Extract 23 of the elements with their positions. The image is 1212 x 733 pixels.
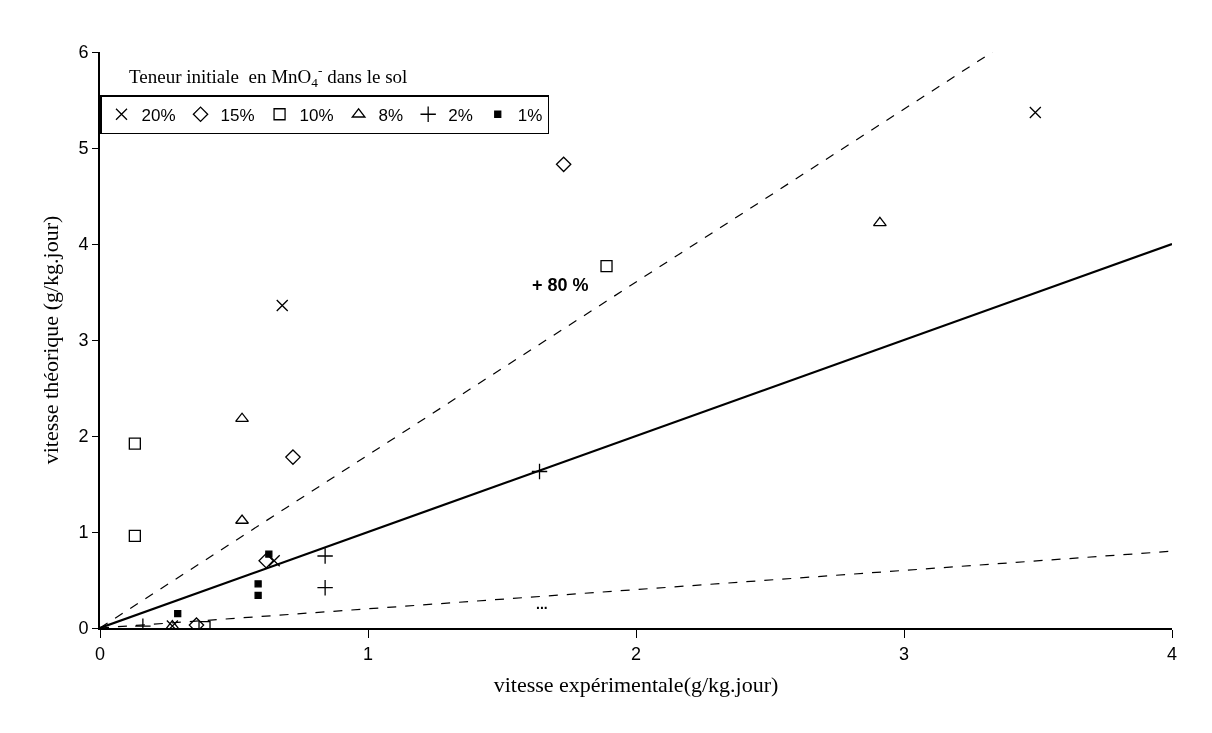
legend-label: 1% (517, 105, 543, 125)
annotation: ... (536, 596, 548, 612)
x-tick-label: 4 (1166, 643, 1178, 664)
x-tick-label: 0 (94, 643, 106, 664)
y-tick-label: 0 (78, 618, 89, 639)
legend-label: 8% (378, 105, 404, 125)
legend-label: 20% (141, 105, 176, 125)
annotation: + 80 % (532, 275, 589, 295)
legend-label: 2% (448, 105, 473, 125)
legend-label: 10% (299, 105, 334, 125)
legend-title: Teneur initiale en MnO$_{4}$$^{-}$ dans le sol (129, 63, 408, 90)
y-axis-title: vitesse théorique (g/kg.jour) (37, 215, 63, 465)
y-tick-label: 3 (78, 330, 89, 351)
y-tick-label: 4 (78, 234, 89, 255)
x-tick-label: 2 (630, 643, 642, 664)
legend-label: 15% (220, 105, 255, 125)
y-tick-label: 5 (78, 138, 89, 159)
y-tick-label: 6 (78, 42, 89, 63)
x-axis-title: vitesse expérimentale(g/kg.jour) (493, 672, 779, 697)
x-tick-label: 3 (898, 643, 910, 664)
y-tick-label: 1 (78, 522, 89, 543)
x-tick-label: 1 (362, 643, 374, 664)
y-tick-label: 2 (78, 426, 89, 447)
